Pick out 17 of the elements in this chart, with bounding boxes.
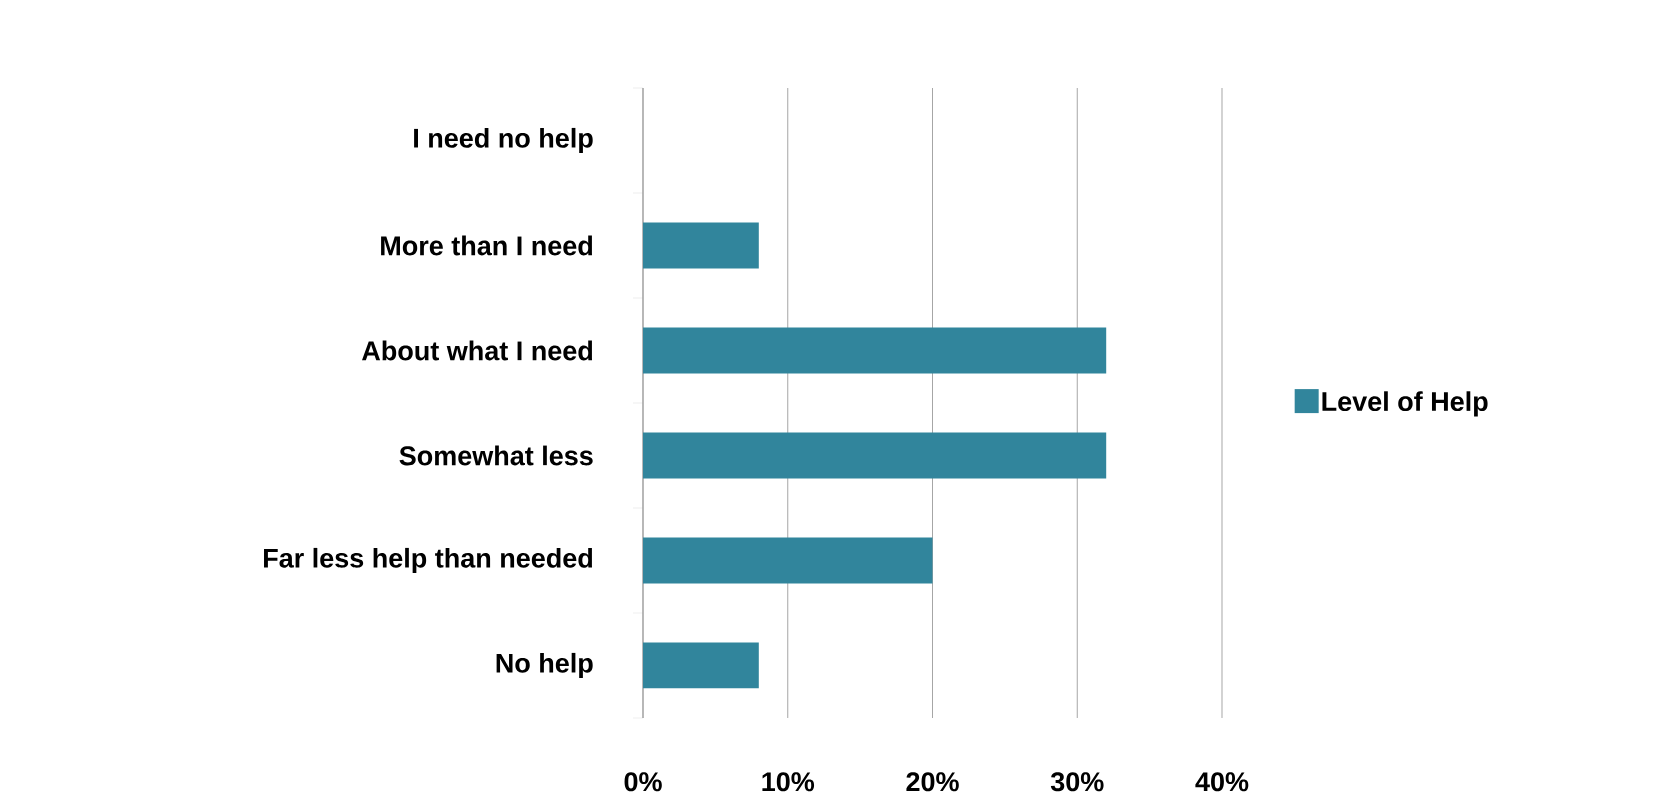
x-tick-label: 0%: [624, 772, 662, 792]
bar: [643, 432, 1107, 479]
y-tick-label: About what I need: [361, 340, 593, 361]
x-tick-label: 40%: [1195, 772, 1249, 792]
x-tick-label: 20%: [906, 772, 959, 792]
x-tick-label: 10%: [762, 772, 815, 792]
bar: [643, 537, 933, 584]
y-tick-label: No help: [496, 652, 593, 679]
bar: [643, 642, 759, 689]
bar: [643, 222, 759, 269]
y-tick-label: More than I need: [381, 235, 593, 256]
y-tick-label: Far less help than needed: [264, 547, 593, 574]
y-tick-label: Somewhat less: [399, 445, 593, 466]
bar: [643, 327, 1107, 374]
x-tick-label: 30%: [1050, 772, 1104, 792]
legend-label: Level of Help: [1322, 391, 1488, 417]
y-tick-label: I need no help: [414, 127, 593, 154]
